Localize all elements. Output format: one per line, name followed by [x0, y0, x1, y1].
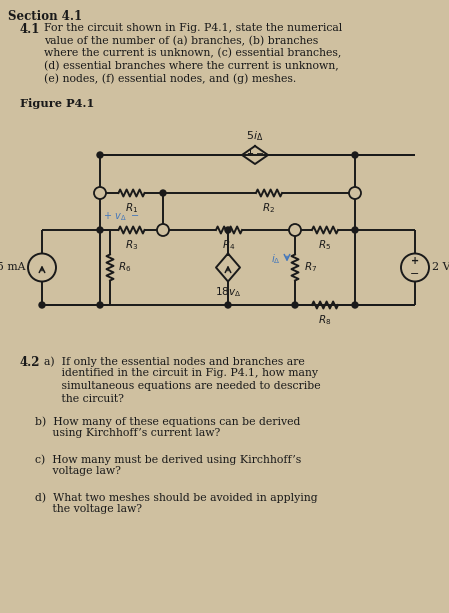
Text: value of the number of (a) branches, (b) branches: value of the number of (a) branches, (b)…: [44, 36, 318, 46]
Text: $R_2$: $R_2$: [263, 201, 276, 215]
Text: $5i_\Delta$: $5i_\Delta$: [247, 129, 264, 143]
Text: Figure P4.1: Figure P4.1: [20, 98, 94, 109]
Circle shape: [160, 190, 166, 196]
Text: (e) nodes, (f) essential nodes, and (g) meshes.: (e) nodes, (f) essential nodes, and (g) …: [44, 73, 296, 83]
Circle shape: [160, 227, 166, 233]
Circle shape: [352, 152, 358, 158]
Circle shape: [97, 190, 103, 196]
Text: −: −: [410, 270, 420, 280]
Text: For the circuit shown in Fig. P4.1, state the numerical: For the circuit shown in Fig. P4.1, stat…: [44, 23, 342, 33]
Text: $+\ v_\Delta\ -$: $+\ v_\Delta\ -$: [103, 210, 139, 223]
Text: $R_1$: $R_1$: [125, 201, 138, 215]
Text: voltage law?: voltage law?: [35, 466, 121, 476]
Text: $18v_\Delta$: $18v_\Delta$: [215, 286, 241, 299]
Text: +: +: [247, 150, 254, 159]
Text: 4.2: 4.2: [20, 356, 40, 369]
Text: 25 mA: 25 mA: [0, 262, 25, 273]
Circle shape: [352, 227, 358, 233]
Circle shape: [352, 190, 358, 196]
Text: +: +: [411, 256, 419, 267]
Circle shape: [97, 302, 103, 308]
Circle shape: [289, 224, 301, 236]
Circle shape: [94, 187, 106, 199]
Text: $R_7$: $R_7$: [304, 261, 317, 275]
Circle shape: [97, 152, 103, 158]
Text: $R_3$: $R_3$: [125, 238, 138, 252]
Text: the circuit?: the circuit?: [44, 394, 124, 403]
Text: $i_\Delta$: $i_\Delta$: [271, 253, 281, 267]
Text: d)  What two meshes should be avoided in applying: d) What two meshes should be avoided in …: [35, 492, 317, 503]
Text: $R_4$: $R_4$: [222, 238, 236, 252]
Circle shape: [225, 302, 231, 308]
Circle shape: [292, 302, 298, 308]
Text: c)  How many must be derived using Kirchhoff’s: c) How many must be derived using Kirchh…: [35, 454, 301, 465]
Circle shape: [292, 227, 298, 233]
Text: (d) essential branches where the current is unknown,: (d) essential branches where the current…: [44, 61, 339, 71]
Text: using Kirchhoff’s current law?: using Kirchhoff’s current law?: [35, 428, 220, 438]
Circle shape: [39, 302, 45, 308]
Text: $R_8$: $R_8$: [318, 313, 332, 327]
Circle shape: [97, 227, 103, 233]
Text: 4.1: 4.1: [20, 23, 40, 36]
Text: $R_5$: $R_5$: [318, 238, 331, 252]
Text: −: −: [256, 149, 264, 159]
Circle shape: [157, 224, 169, 236]
Circle shape: [352, 302, 358, 308]
Text: $R_6$: $R_6$: [118, 261, 132, 275]
Text: the voltage law?: the voltage law?: [35, 504, 142, 514]
Circle shape: [225, 227, 231, 233]
Text: b)  How many of these equations can be derived: b) How many of these equations can be de…: [35, 416, 300, 427]
Text: simultaneous equations are needed to describe: simultaneous equations are needed to des…: [44, 381, 321, 391]
Text: where the current is unknown, (c) essential branches,: where the current is unknown, (c) essent…: [44, 48, 341, 58]
Circle shape: [349, 187, 361, 199]
Text: Section 4.1: Section 4.1: [8, 10, 82, 23]
Text: identified in the circuit in Fig. P4.1, how many: identified in the circuit in Fig. P4.1, …: [44, 368, 318, 378]
Text: 2 V: 2 V: [432, 262, 449, 273]
Text: a)  If only the essential nodes and branches are: a) If only the essential nodes and branc…: [44, 356, 305, 367]
